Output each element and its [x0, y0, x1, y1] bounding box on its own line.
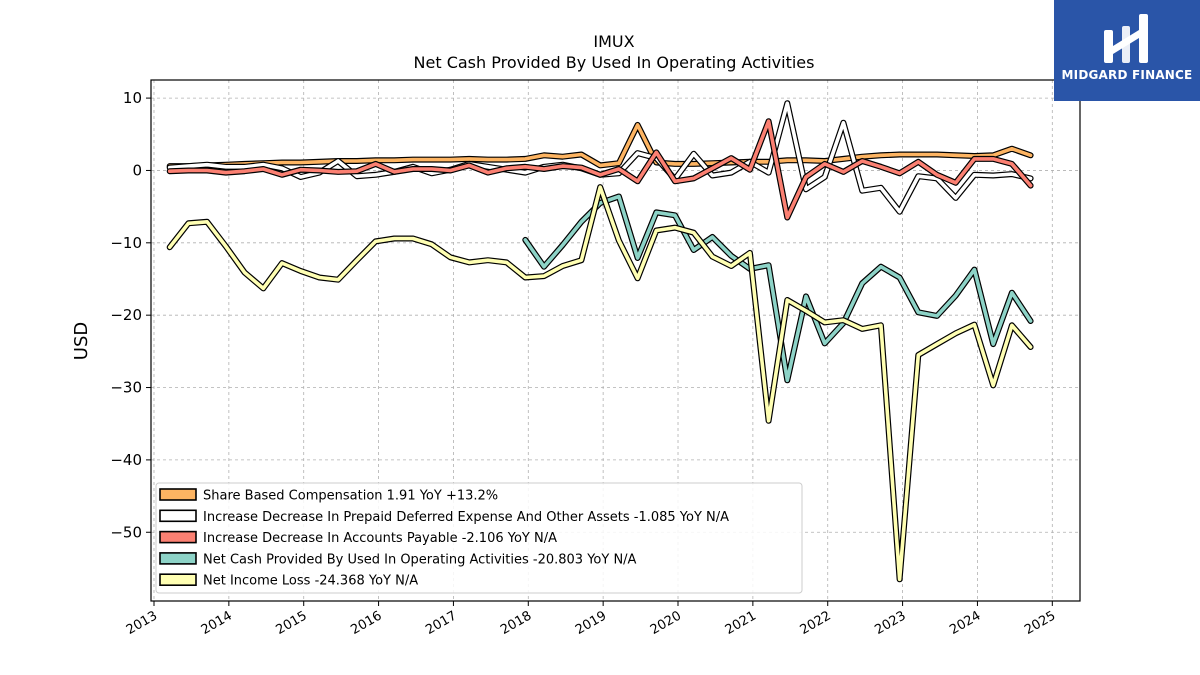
x-tick-label: 2021 [723, 608, 759, 638]
legend-swatch [159, 509, 197, 523]
legend-swatch [159, 552, 197, 565]
legend: Share Based Compensation 1.91 YoY +13.2%… [155, 482, 803, 594]
x-tick-label: 2022 [798, 608, 834, 638]
x-tick-label: 2014 [199, 608, 235, 638]
plot-area-frame [150, 79, 1081, 602]
legend-label: Increase Decrease In Prepaid Deferred Ex… [203, 510, 729, 525]
x-tick-label: 2017 [423, 608, 459, 638]
midgard-finance-logo: MIDGARD FINANCE [1054, 0, 1200, 101]
x-tick-label: 2016 [348, 608, 384, 638]
series-line [167, 185, 1033, 582]
y-tick-label: 0 [132, 161, 142, 179]
series-lines [166, 100, 1034, 583]
x-axis-ticks: 2013 2014 2015 2016 2017 2018 2019 2020 2021 2022… [124, 601, 1058, 638]
y-tick-label: 10 [123, 89, 142, 107]
legend-frame [155, 482, 803, 594]
logo-text: MIDGARD FINANCE [1061, 68, 1193, 82]
x-tick-label: 2015 [274, 608, 310, 638]
y-tick-label: −30 [110, 379, 142, 397]
y-tick-label: −20 [110, 306, 142, 324]
x-tick-label: 2025 [1022, 608, 1058, 638]
x-tick-label: 2024 [947, 608, 983, 638]
chart-subtitle: Net Cash Provided By Used In Operating A… [414, 53, 815, 72]
chart-title: IMUX [593, 32, 634, 51]
x-tick-label: 2023 [872, 608, 908, 638]
series-line-outline [166, 121, 1034, 170]
series-line [523, 194, 1033, 383]
x-tick-label: 2019 [573, 608, 609, 638]
y-axis-ticks: 10 0 −10 −20 −30 −40 −50 [110, 89, 151, 541]
legend-label: Net Income Loss -24.368 YoY N/A [203, 574, 418, 589]
series-line [167, 123, 1033, 168]
legend-label: Share Based Compensation 1.91 YoY +13.2% [203, 489, 498, 504]
legend-swatch [159, 488, 197, 501]
x-tick-label: 2020 [648, 608, 684, 638]
x-tick-label: 2018 [498, 608, 534, 638]
legend-swatch [159, 573, 197, 587]
legend-swatch [159, 530, 197, 544]
y-axis-label: USD [71, 322, 92, 360]
y-tick-label: −50 [110, 523, 142, 541]
legend-label: Increase Decrease In Accounts Payable -2… [203, 531, 557, 546]
y-tick-label: −10 [110, 234, 142, 252]
y-tick-label: −40 [110, 451, 142, 469]
x-tick-label: 2013 [124, 608, 160, 638]
legend-label: Net Cash Provided By Used In Operating A… [203, 552, 637, 567]
logo-mark-icon [1054, 0, 1200, 101]
series-line [167, 119, 1033, 220]
